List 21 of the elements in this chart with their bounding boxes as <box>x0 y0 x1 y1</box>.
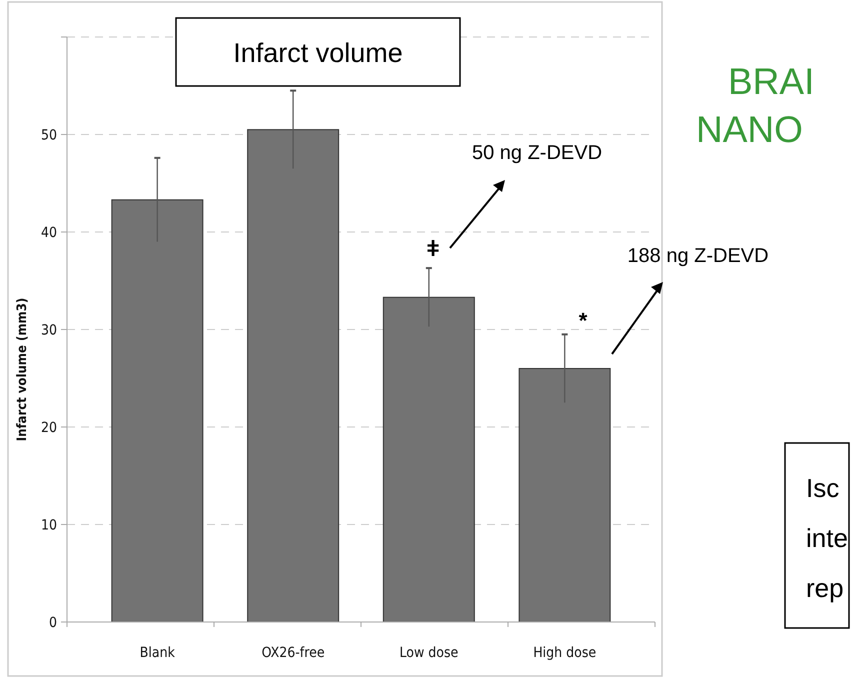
y-axis-title: Infarct volume (mm3) <box>15 298 30 442</box>
text: rep <box>806 573 844 603</box>
x-tick-label: Low dose <box>400 645 459 661</box>
annotation: 50 ng Z-DEVD <box>472 142 602 164</box>
y-tick-label: 20 <box>40 420 57 436</box>
y-tick-label: 40 <box>40 225 57 241</box>
y-tick-label: 30 <box>40 322 57 338</box>
chart-title: Infarct volume <box>233 38 403 68</box>
x-tick-label: OX26-free <box>262 645 325 661</box>
annotation: * <box>578 308 588 333</box>
x-tick-label: Blank <box>140 645 176 661</box>
text: BRAI <box>728 61 814 102</box>
text: Isc <box>806 473 840 503</box>
annotation: 188 ng Z-DEVD <box>627 245 769 267</box>
text: inte <box>806 523 848 553</box>
text: NANO <box>696 109 803 150</box>
annotation: ǂ <box>426 236 440 261</box>
x-tick-label: High dose <box>533 645 596 661</box>
y-tick-label: 50 <box>40 128 57 144</box>
y-tick-label: 10 <box>40 518 57 534</box>
y-tick-label: 0 <box>48 615 57 631</box>
